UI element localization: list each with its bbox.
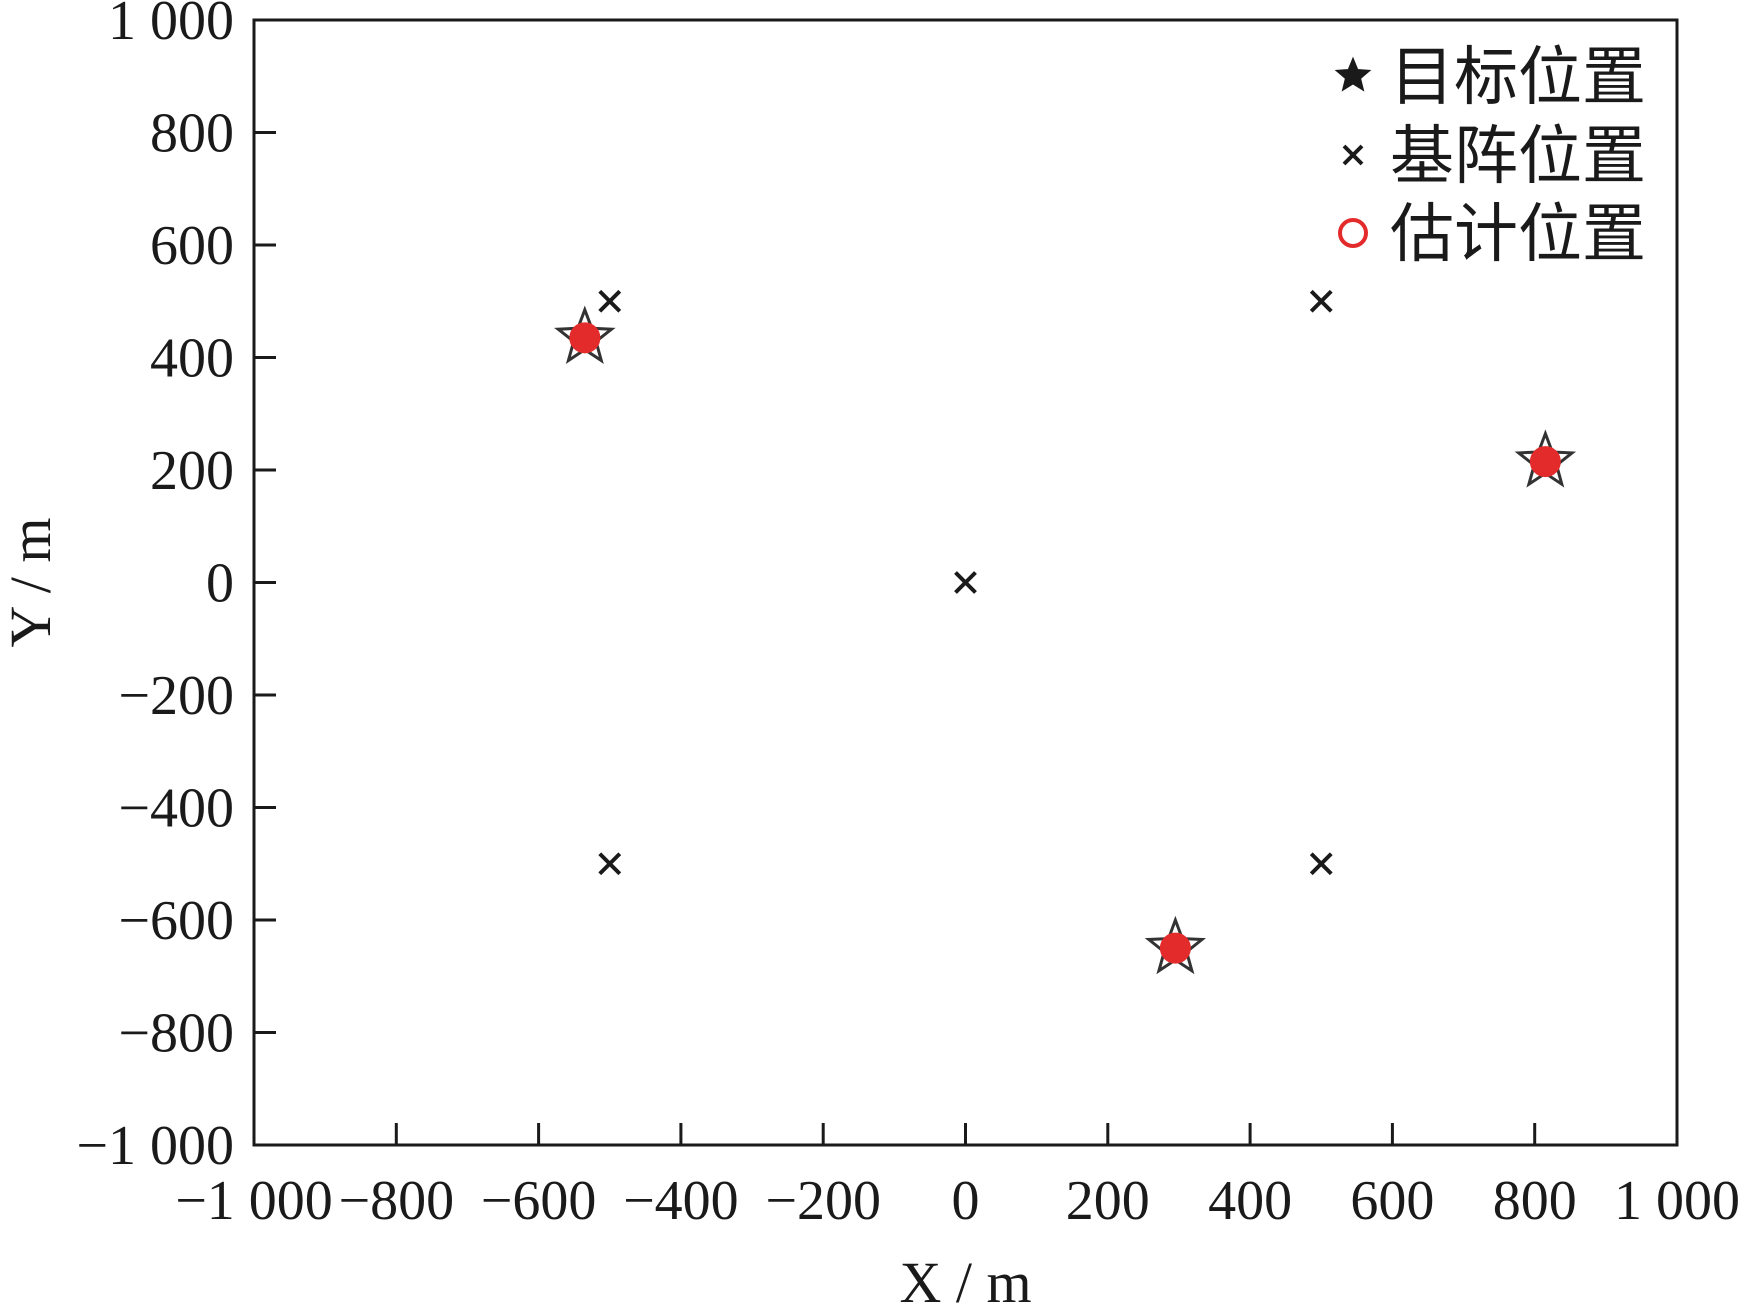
array-position-point-stroke-b <box>598 852 622 876</box>
estimated-position-point <box>1159 932 1191 964</box>
legend-x-stroke-b <box>1342 144 1364 166</box>
legend-label: 估计位置 <box>1390 198 1646 272</box>
array-position-point-stroke-b <box>598 289 622 313</box>
axes-layer: −1 000 −800 −600 −400 −200 0 200 400 600 800 1 000… <box>76 0 1740 1232</box>
x-tick-label: −800 <box>339 1170 455 1232</box>
x-tick-label: 800 <box>1493 1170 1577 1232</box>
x-axis-title: X / m <box>899 1250 1031 1312</box>
x-tick-label: −1 000 <box>175 1170 333 1232</box>
array-position-point <box>598 852 622 876</box>
array-position-point <box>954 571 977 594</box>
y-tick-label: 200 <box>150 440 234 502</box>
array-position-point-stroke-b <box>1309 289 1333 313</box>
array-position-point-stroke-b <box>954 571 977 594</box>
y-tick-label: 400 <box>150 328 234 390</box>
legend-x-icon <box>1342 144 1364 166</box>
y-tick-label: 800 <box>150 103 234 165</box>
marks-layer <box>554 289 1577 975</box>
x-tick-label: 600 <box>1350 1170 1434 1232</box>
y-tick-label: −600 <box>118 890 234 952</box>
legend-label: 基阵位置 <box>1390 120 1646 194</box>
array-position-point-stroke-b <box>1309 852 1333 876</box>
x-tick-label: −200 <box>765 1170 881 1232</box>
x-tick-label: 0 <box>952 1170 980 1232</box>
y-axis-title: Y / m <box>0 518 63 648</box>
estimated-position-point <box>1529 446 1561 478</box>
x-tick-label: −400 <box>623 1170 739 1232</box>
y-tick-label: −800 <box>118 1003 234 1065</box>
x-tick-label: 400 <box>1208 1170 1292 1232</box>
y-tick-label: 1 000 <box>108 0 234 52</box>
array-position-point <box>598 289 622 313</box>
x-tick-label: 200 <box>1066 1170 1150 1232</box>
array-position-point <box>1309 852 1333 876</box>
y-tick-label: 0 <box>206 553 234 615</box>
y-tick-label: −200 <box>118 665 234 727</box>
x-tick-label: −600 <box>481 1170 597 1232</box>
y-tick-label: −1 000 <box>76 1115 234 1177</box>
x-tick-label: 1 000 <box>1614 1170 1740 1232</box>
array-position-point <box>1309 289 1333 313</box>
y-tick-label: −400 <box>118 778 234 840</box>
legend-label: 目标位置 <box>1390 41 1646 115</box>
estimated-position-point <box>569 322 601 354</box>
y-tick-label: 600 <box>150 215 234 277</box>
legend-circle-icon <box>1338 218 1368 248</box>
legend-star-icon <box>1334 56 1372 92</box>
